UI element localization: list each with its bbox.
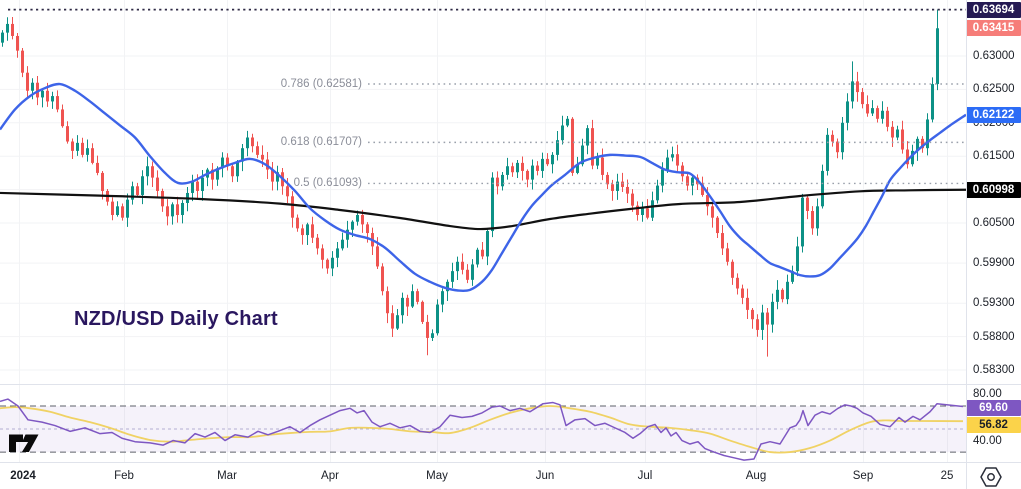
high-line-price-badge: 0.63694 — [966, 1, 1021, 18]
price-axis-label: 0.63000 — [973, 50, 1015, 62]
candles-layer — [1, 9, 939, 357]
tradingview-logo[interactable] — [8, 433, 40, 454]
time-axis-label: Apr — [321, 470, 339, 482]
time-axis-label: 2024 — [10, 470, 36, 482]
fib-level-label-50[interactable]: 0.5 (0.61093) — [293, 177, 362, 190]
rsi-ma-value-badge: 56.82 — [966, 416, 1021, 433]
price-axis-label: 0.58800 — [973, 330, 1015, 343]
time-axis-label: Feb — [114, 470, 134, 482]
price-axis-label: 0.61500 — [973, 150, 1015, 163]
pane-separator[interactable] — [0, 384, 1021, 385]
ma-slow-price-badge: 0.60998 — [966, 181, 1021, 198]
hexagon-settings-icon[interactable] — [978, 465, 1004, 489]
ma-fast-price-badge: 0.62122 — [966, 106, 1021, 123]
time-axis-separator — [0, 462, 1021, 463]
overlay-lines-layer — [0, 82, 966, 293]
price-axis-label: 0.59300 — [973, 297, 1015, 310]
fib-level-label-786[interactable]: 0.786 (0.62581) — [280, 77, 362, 90]
price-axis-label: 0.58300 — [973, 364, 1015, 376]
rsi-axis-label-40: 40.00 — [973, 434, 1002, 447]
time-axis-label: 25 — [940, 470, 954, 482]
time-axis-label: Aug — [745, 470, 767, 482]
price-axis-label: 0.60500 — [973, 217, 1015, 230]
rsi-lines-layer — [0, 398, 964, 461]
price-axis-separator — [966, 0, 967, 489]
rsi-value-badge: 69.60 — [966, 400, 1021, 416]
chart-watermark-title: NZD/USD Daily Chart — [74, 308, 278, 330]
last-price-badge: 0.63415 — [966, 20, 1021, 37]
time-axis-label: Jul — [637, 470, 653, 482]
time-axis-label: Sep — [852, 470, 874, 482]
price-axis-label: 0.59900 — [973, 257, 1015, 270]
fib-level-label-618[interactable]: 0.618 (0.61707) — [280, 136, 362, 149]
time-axis-label: Mar — [217, 470, 237, 482]
time-axis-label: May — [426, 470, 448, 482]
price-axis-label: 0.62500 — [973, 83, 1015, 96]
rsi-axis-label-80: 80.00 — [973, 388, 1002, 401]
time-axis-label: Jun — [535, 470, 555, 482]
